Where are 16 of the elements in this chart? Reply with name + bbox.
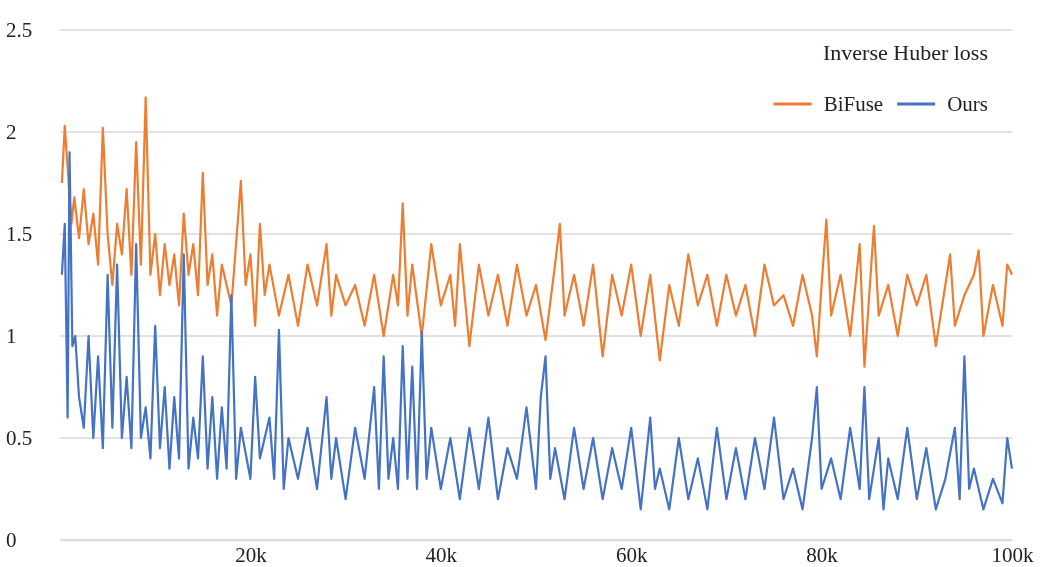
y-tick-label: 2 xyxy=(6,120,17,145)
y-tick-label: 1.5 xyxy=(6,222,33,247)
text: Inverse Huber loss xyxy=(823,40,988,65)
y-tick-label: 0.5 xyxy=(6,426,33,451)
x-tick-label: 80k xyxy=(806,542,839,567)
x-tick-label: 100k xyxy=(991,542,1034,567)
y-tick-label: 1 xyxy=(6,324,17,349)
x-tick-label: 40k xyxy=(425,542,458,567)
y-tick-label: 2.5 xyxy=(6,18,33,43)
legend-label: Ours xyxy=(947,92,988,117)
line-series xyxy=(60,151,1014,511)
legend-label: BiFuse xyxy=(823,92,884,117)
x-tick-label: 60k xyxy=(615,542,648,567)
x-tick-label: 20k xyxy=(235,542,268,567)
line-series xyxy=(60,96,1014,368)
y-tick-label: 0 xyxy=(6,528,17,553)
